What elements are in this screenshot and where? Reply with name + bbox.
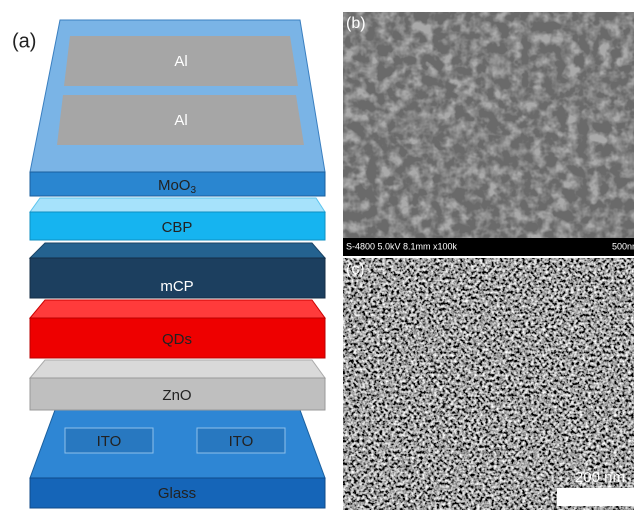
zno-top: [30, 360, 325, 378]
panel-label: (a): [12, 30, 36, 52]
scale-label: 500nm: [612, 241, 634, 251]
panel-label: (c): [346, 261, 365, 278]
mcp-top: [30, 243, 325, 258]
sem-info: S-4800 5.0kV 8.1mm x100k: [346, 241, 458, 251]
ito-label: ITO: [229, 433, 254, 450]
layer-label-subscript: 3: [190, 185, 196, 196]
layer-label-text: MoO: [158, 177, 191, 194]
figure: (a) Glass ITO ITO ZnO QDs mCP CBP MoO3 A…: [0, 0, 634, 510]
cbp-top: [30, 198, 325, 212]
layer-label: CBP: [162, 219, 193, 236]
layer-label: ZnO: [162, 387, 191, 404]
scale-bar: [557, 488, 634, 506]
layer-label: Glass: [158, 485, 196, 502]
ito-label: ITO: [97, 433, 122, 450]
panel-label: (b): [346, 15, 366, 32]
al-label: Al: [174, 112, 187, 129]
scale-label: 200 nm: [575, 469, 625, 486]
al-label: Al: [174, 53, 187, 70]
layer-label: QDs: [162, 331, 192, 348]
qds-top: [30, 300, 325, 318]
layer-label: mCP: [160, 278, 193, 295]
sem-texture-b: [343, 12, 634, 238]
